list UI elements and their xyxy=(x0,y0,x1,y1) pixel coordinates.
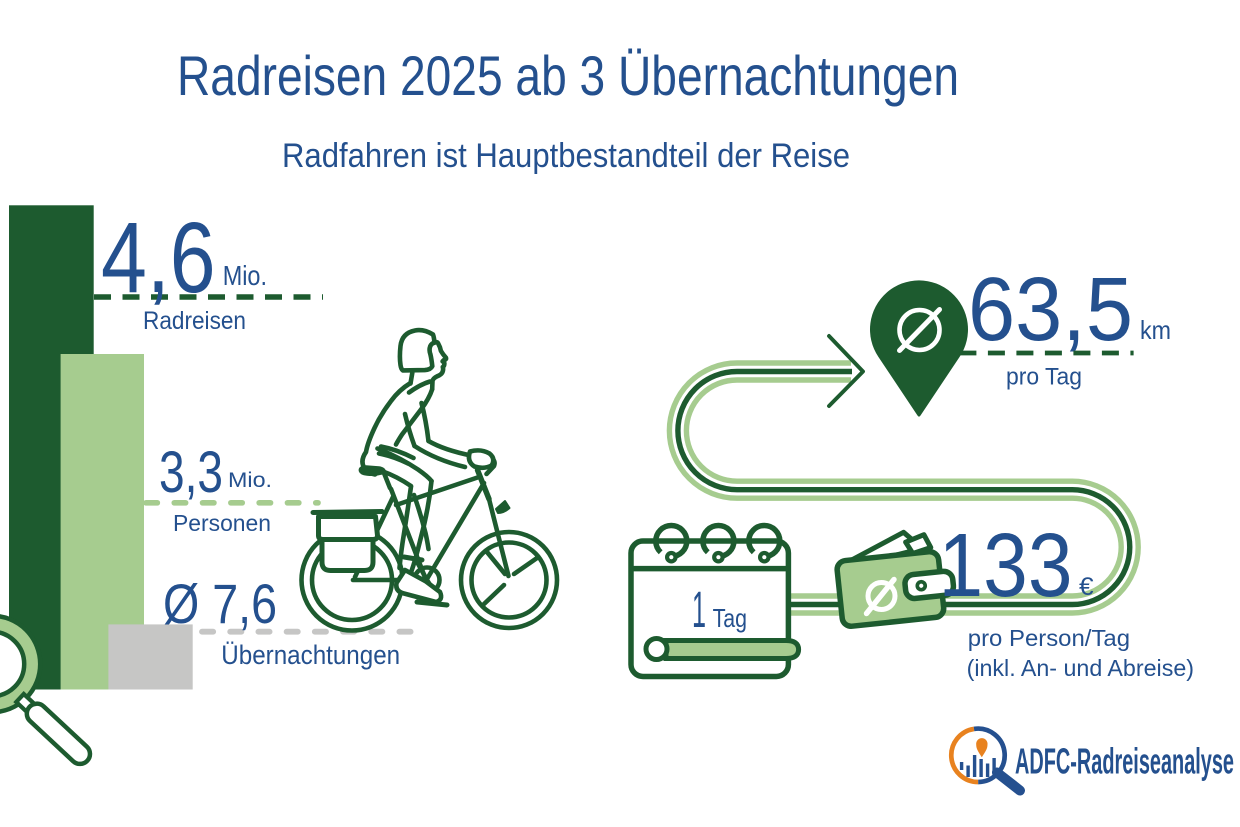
svg-text:Übernachtungen: Übernachtungen xyxy=(221,640,400,670)
svg-text:Personen: Personen xyxy=(173,510,271,536)
svg-text:Radreisen 2025 ab 3 Übernachtu: Radreisen 2025 ab 3 Übernachtungen xyxy=(177,44,959,107)
svg-text:Mio.: Mio. xyxy=(223,260,267,291)
svg-text:km: km xyxy=(1140,315,1171,345)
svg-text:1: 1 xyxy=(692,581,706,638)
svg-text:Radreisen: Radreisen xyxy=(143,307,246,335)
svg-text:pro Person/Tag: pro Person/Tag xyxy=(968,625,1130,651)
svg-text:ADFC-Radreiseanalyse: ADFC-Radreiseanalyse xyxy=(1015,740,1234,781)
svg-text:4,6: 4,6 xyxy=(101,202,216,314)
svg-text:133: 133 xyxy=(939,516,1073,616)
svg-text:Ø 7,6: Ø 7,6 xyxy=(163,572,277,635)
svg-text:(inkl. An- und Abreise): (inkl. An- und Abreise) xyxy=(967,655,1194,681)
svg-text:63,5: 63,5 xyxy=(968,260,1133,360)
svg-text:Radfahren ist Hauptbestandteil: Radfahren ist Hauptbestandteil der Reise xyxy=(282,137,850,175)
svg-text:3,3: 3,3 xyxy=(159,440,223,505)
svg-text:Mio.: Mio. xyxy=(228,469,272,492)
svg-text:pro Tag: pro Tag xyxy=(1006,364,1082,391)
svg-text:Tag: Tag xyxy=(713,603,747,633)
svg-text:€: € xyxy=(1079,573,1094,601)
